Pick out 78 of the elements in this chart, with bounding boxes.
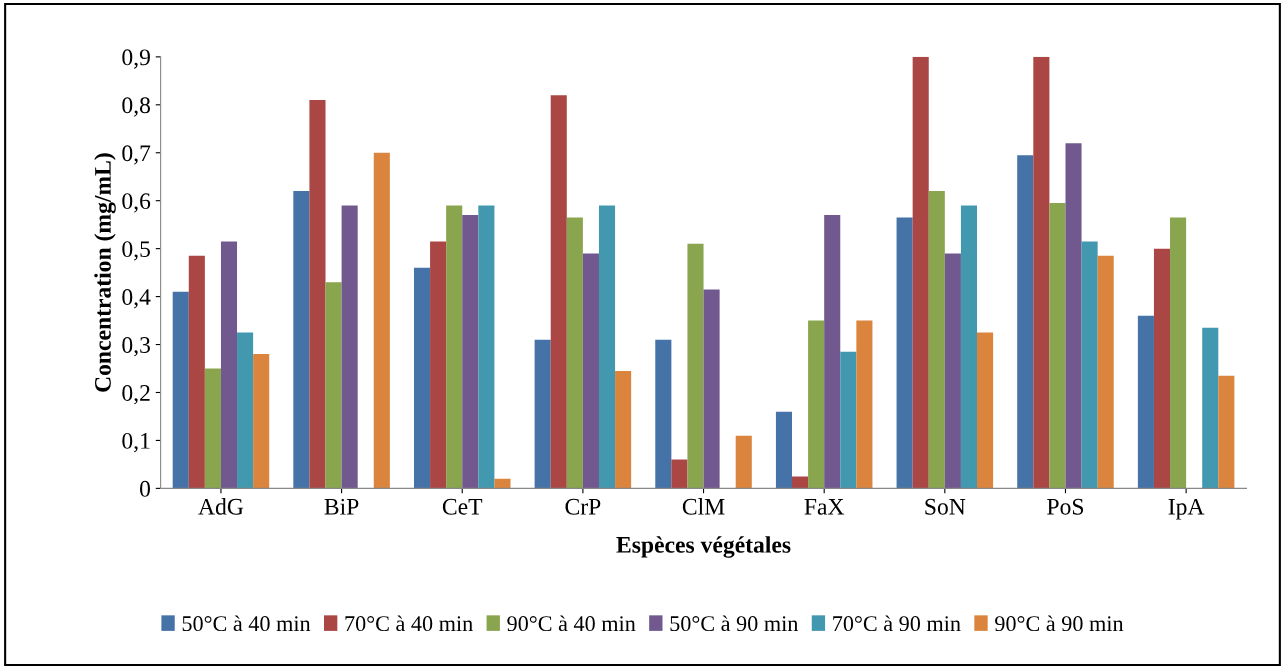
bar — [1017, 155, 1034, 489]
bar — [655, 339, 672, 489]
x-tick-label: SoN — [925, 498, 966, 515]
bar — [204, 368, 221, 489]
bar — [687, 243, 704, 489]
bar — [494, 478, 511, 489]
x-tick-label: BiP — [324, 498, 359, 515]
bar — [1137, 315, 1154, 489]
x-tick-label: CeT — [442, 498, 483, 515]
bar — [413, 267, 431, 489]
bar — [293, 191, 310, 489]
y-tick-label: 0,9 — [122, 49, 150, 69]
bar — [896, 217, 913, 489]
bar — [598, 205, 616, 489]
bar — [1033, 56, 1050, 489]
bar — [253, 354, 270, 489]
bar — [341, 205, 358, 489]
y-axis-title: Concentration (mg/mL) — [94, 153, 116, 392]
bar — [735, 435, 752, 489]
y-tick-label: 0,7 — [122, 145, 151, 165]
y-tick-label: 0,6 — [122, 193, 151, 213]
x-tick-label: IpA — [1168, 498, 1205, 520]
legend-label: 70°C à 40 min — [345, 615, 473, 632]
bar — [928, 191, 945, 489]
bar — [1065, 143, 1082, 489]
x-tick-label: FaX — [804, 499, 845, 515]
bar — [1097, 255, 1114, 489]
bar — [775, 411, 793, 489]
bar — [1218, 375, 1235, 489]
bar — [1081, 241, 1098, 489]
bar — [856, 320, 873, 489]
bar — [615, 370, 632, 489]
bar — [462, 215, 479, 489]
bar — [373, 152, 390, 489]
bar — [566, 217, 583, 489]
legend-label: 50°C à 90 min — [670, 615, 799, 632]
y-tick-label: 0,3 — [122, 337, 150, 357]
bar — [220, 241, 238, 489]
legend-label: 50°C à 40 min — [182, 615, 311, 632]
bar — [808, 320, 825, 489]
bar — [1049, 203, 1066, 489]
legend-label: 90°C à 40 min — [507, 615, 636, 632]
bar — [430, 241, 447, 489]
x-tick-label: PoS — [1047, 498, 1084, 515]
legend-label: 90°C à 90 min — [995, 615, 1124, 632]
bar — [446, 205, 463, 489]
bar — [671, 459, 688, 489]
x-axis-title: Espèces végétales — [616, 536, 791, 558]
bar — [824, 215, 841, 489]
y-tick-label: 0,1 — [122, 432, 150, 453]
x-tick-label: AdG — [198, 498, 244, 515]
bar — [840, 351, 857, 489]
bar — [582, 253, 599, 489]
bar — [703, 289, 720, 489]
bar — [1202, 327, 1219, 489]
y-tick-label: 0,5 — [122, 241, 150, 261]
bar — [944, 253, 961, 489]
bar — [550, 95, 567, 489]
y-tick-label: 0,2 — [122, 384, 150, 405]
bar — [534, 339, 551, 489]
bar — [478, 205, 495, 489]
bar — [172, 291, 189, 489]
bar — [1153, 248, 1171, 489]
x-tick-label: ClM — [682, 498, 725, 515]
y-tick-label: 0,4 — [122, 289, 151, 309]
legend-label: 70°C à 90 min — [833, 615, 961, 632]
bar — [912, 56, 929, 489]
y-tick-label: 0,8 — [122, 97, 150, 117]
bar — [1170, 217, 1187, 489]
bar — [792, 476, 809, 489]
bar — [188, 255, 205, 489]
bar — [309, 100, 326, 489]
y-tick-label: 0 — [140, 480, 150, 497]
x-tick-label: CrP — [565, 498, 601, 515]
bar — [325, 282, 342, 489]
bar — [237, 332, 254, 489]
bar — [977, 332, 994, 489]
bar — [960, 205, 977, 489]
